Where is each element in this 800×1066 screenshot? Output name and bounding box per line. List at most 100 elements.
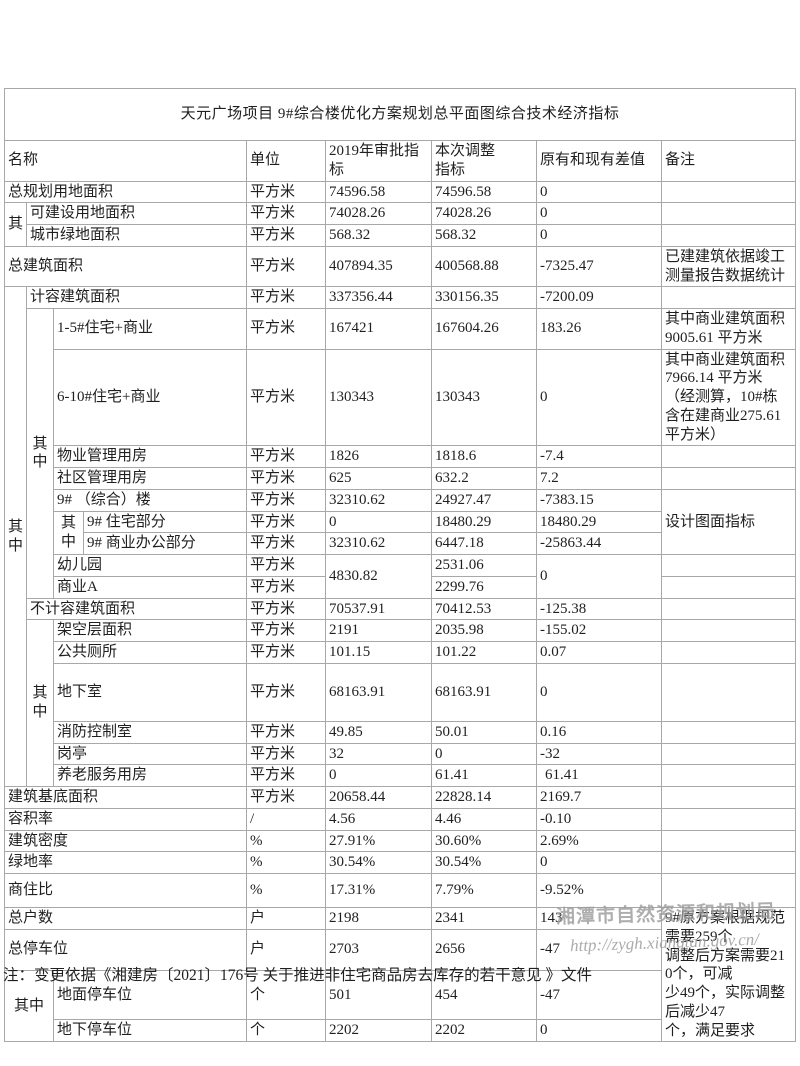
approved-2019-cell: 70537.91 xyxy=(325,597,432,621)
approved-2019-cell: 74028.26 xyxy=(325,202,432,225)
unit-cell: 平方米 xyxy=(246,786,326,809)
approved-2019-cell: 167421 xyxy=(325,308,432,350)
group-label-qizhong: 其 中 xyxy=(26,308,54,599)
header-name: 名称 xyxy=(4,140,247,182)
difference-cell: -125.38 xyxy=(536,597,662,621)
name-cell: 1-5#住宅+商业 xyxy=(53,308,247,350)
name-cell: 消防控制室 xyxy=(53,720,247,744)
approved-2019-cell: 407894.35 xyxy=(325,245,432,288)
name-cell: 6-10#住宅+商业 xyxy=(53,348,247,447)
approved-2019-cell: 0 xyxy=(325,510,432,534)
difference-cell: 183.26 xyxy=(536,308,662,350)
table-row: 总规划用地面积 平方米 74596.58 74596.58 0 xyxy=(4,180,797,204)
approved-2019-cell: 101.15 xyxy=(325,641,432,664)
table-row: 9# （综合）楼 平方米 32310.62 24927.47 -7383.15 … xyxy=(5,488,797,556)
remark-cell xyxy=(660,786,797,809)
difference-cell: -7383.15 xyxy=(536,488,662,512)
adjusted-cell: 0 xyxy=(431,742,537,766)
remark-cell xyxy=(660,807,797,831)
adjusted-cell: 61.41 xyxy=(431,764,537,787)
difference-cell: 0 xyxy=(536,1019,662,1043)
table-row: 不计容建筑面积 平方米 70537.91 70412.53 -125.38 xyxy=(5,597,797,621)
table-row: 9# 商业办公部分 平方米 32310.62 6447.18 -25863.44 xyxy=(5,532,796,555)
approved-2019-cell: 2202 xyxy=(325,1019,432,1043)
approved-2019-cell: 20658.44 xyxy=(325,786,432,809)
difference-cell: 2169.7 xyxy=(536,786,662,809)
difference-cell: -25863.44 xyxy=(536,532,662,555)
remark-cell xyxy=(660,641,797,664)
remark-cell: 其中商业建筑面积 9005.61 平方米 xyxy=(660,308,797,350)
unit-cell: 户 xyxy=(246,907,326,930)
difference-cell: 0 xyxy=(536,348,662,447)
header-difference: 原有和现有差值 xyxy=(536,140,662,182)
adjusted-cell: 2531.06 xyxy=(431,554,537,577)
unit-cell: % xyxy=(246,873,326,908)
name-cell: 社区管理用房 xyxy=(53,467,247,490)
table-row: 容积率 / 4.56 4.46 -0.10 xyxy=(4,807,797,831)
adjusted-cell: 2299.76 xyxy=(431,575,537,599)
table-row: 总停车位 户 2703 2656 -47 xyxy=(4,928,796,971)
difference-cell: 0 xyxy=(536,554,662,599)
header-row: 名称 单位 2019年审批指 标 本次调整 指标 原有和现有差值 备注 xyxy=(4,140,797,182)
table-row: 6-10#住宅+商业 平方米 130343 130343 0 其中商业建筑面积 … xyxy=(5,348,797,447)
unit-cell: 平方米 xyxy=(246,641,326,664)
unit-cell: 平方米 xyxy=(246,286,326,309)
approved-2019-cell: 32 xyxy=(325,742,432,766)
approved-2019-cell: 2703 xyxy=(325,928,432,971)
table-row: 养老服务用房 平方米 0 61.41 61.41 xyxy=(5,764,797,787)
name-cell: 容积率 xyxy=(4,807,247,831)
name-cell: 商住比 xyxy=(4,873,247,908)
difference-cell: 0.16 xyxy=(536,720,662,744)
table-row: 幼儿园 平方米 4830.82 2531.06 0 xyxy=(5,554,797,599)
table-row: 地下停车位 个 2202 2202 0 xyxy=(5,1019,796,1043)
header-unit: 单位 xyxy=(246,140,326,182)
approved-2019-cell: 32310.62 xyxy=(325,532,432,555)
unit-cell: 户 xyxy=(246,928,326,971)
unit-cell: 平方米 xyxy=(246,597,326,621)
unit-cell: 平方米 xyxy=(246,202,326,225)
difference-cell: -47 xyxy=(536,928,662,971)
approved-2019-cell: 32310.62 xyxy=(325,488,432,512)
name-cell: 可建设用地面积 xyxy=(26,202,247,225)
adjusted-cell: 30.60% xyxy=(431,829,537,853)
difference-cell: -155.02 xyxy=(536,619,662,642)
name-cell: 地下室 xyxy=(53,662,247,722)
adjusted-cell: 1818.6 xyxy=(431,445,537,468)
adjusted-cell: 74596.58 xyxy=(431,180,537,204)
name-cell: 总建筑面积 xyxy=(4,245,247,288)
remark-cell: 其中商业建筑面积 7966.14 平方米 （经测算，10#栋 含在建商业275.… xyxy=(660,348,797,447)
adjusted-cell: 101.22 xyxy=(431,641,537,664)
adjusted-cell: 400568.88 xyxy=(431,245,537,288)
difference-cell: -7200.09 xyxy=(536,286,662,309)
difference-cell: -7325.47 xyxy=(536,245,662,288)
unit-cell: 平方米 xyxy=(246,554,326,577)
difference-cell: -0.10 xyxy=(536,807,662,831)
table-row: 总建筑面积 平方米 407894.35 400568.88 -7325.47 已… xyxy=(4,245,797,288)
remark-cell xyxy=(660,851,797,874)
approved-2019-cell: 74596.58 xyxy=(325,180,432,204)
unit-cell: 平方米 xyxy=(246,532,326,555)
name-cell: 地面停车位 xyxy=(53,969,247,1021)
remark-cell xyxy=(660,575,797,599)
name-cell: 总停车位 xyxy=(4,928,247,971)
header-remark: 备注 xyxy=(660,140,797,182)
group-label-qi: 其 xyxy=(4,202,27,247)
remark-cell xyxy=(660,467,797,490)
remark-cell xyxy=(660,597,797,621)
approved-2019-cell: 30.54% xyxy=(325,851,432,874)
difference-cell: 0.07 xyxy=(536,641,662,664)
unit-cell: 平方米 xyxy=(246,575,326,599)
group-label-qizhong: 其 中 xyxy=(53,510,84,555)
remark-cell xyxy=(660,224,797,247)
unit-cell: 平方米 xyxy=(246,224,326,247)
unit-cell: 平方米 xyxy=(246,348,326,447)
remark-cell xyxy=(660,202,797,225)
approved-2019-cell: 68163.91 xyxy=(325,662,432,722)
approved-2019-cell: 501 xyxy=(325,969,432,1021)
approved-2019-cell: 130343 xyxy=(325,348,432,447)
name-cell: 9# （综合）楼 xyxy=(53,488,247,512)
table-row: 建筑密度 % 27.91% 30.60% 2.69% xyxy=(4,829,797,853)
adjusted-cell: 4.46 xyxy=(431,807,537,831)
name-cell: 建筑密度 xyxy=(4,829,247,853)
difference-cell: 2.69% xyxy=(536,829,662,853)
